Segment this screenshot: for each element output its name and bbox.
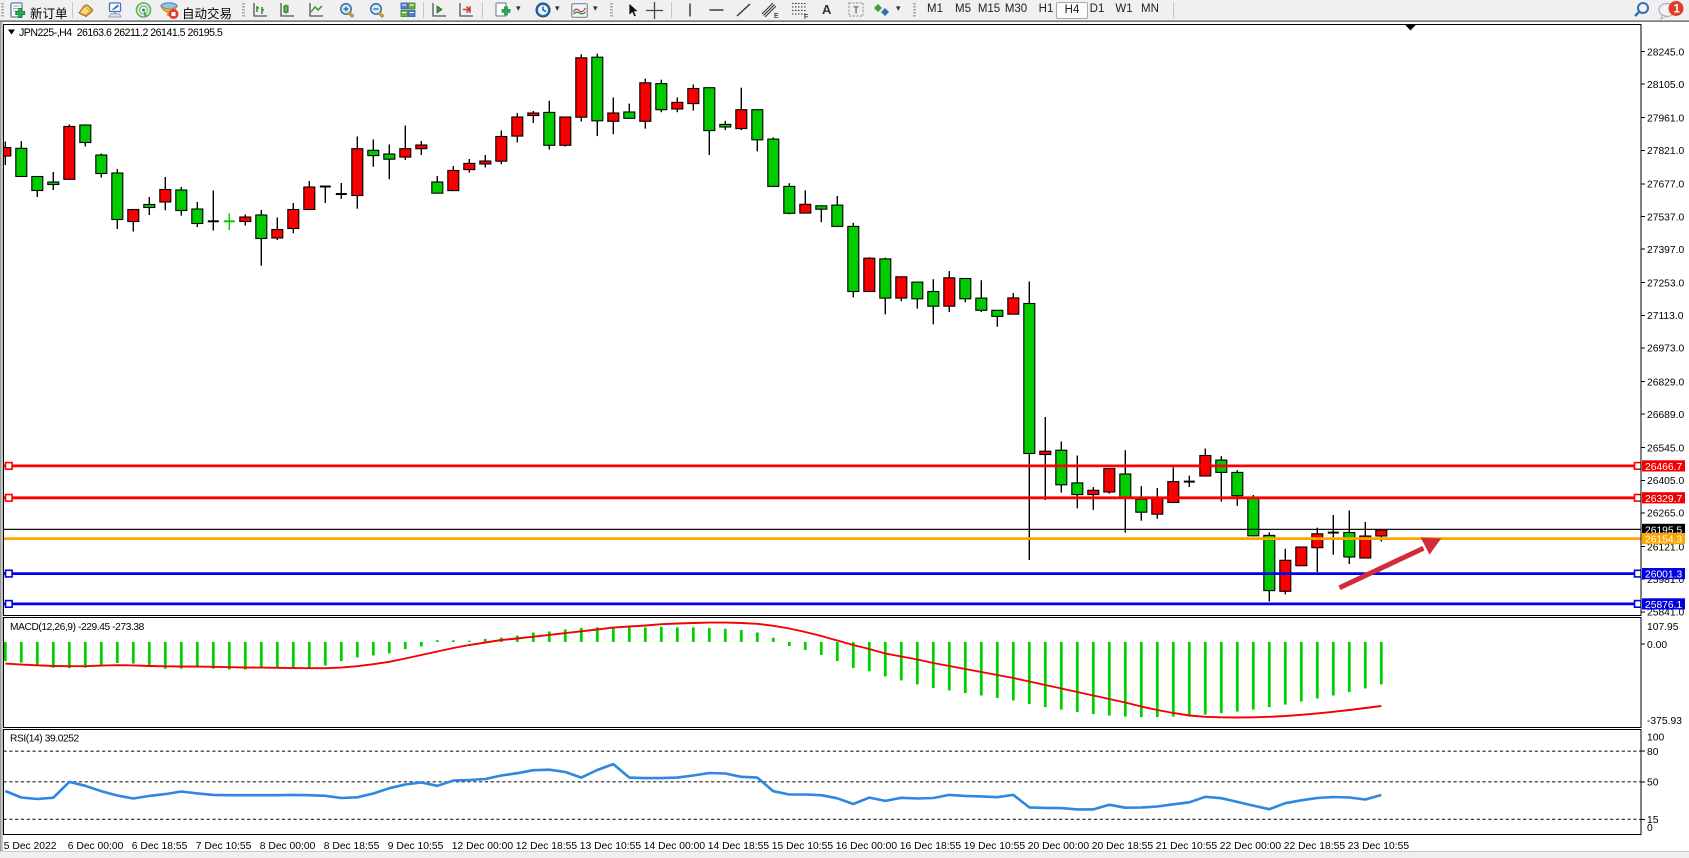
svg-text:80: 80 xyxy=(1647,747,1659,758)
svg-text:12 Dec 00:00: 12 Dec 00:00 xyxy=(452,841,514,852)
svg-text:25981.0: 25981.0 xyxy=(1647,575,1684,586)
svg-text:23 Dec 10:55: 23 Dec 10:55 xyxy=(1348,841,1410,852)
svg-text:50: 50 xyxy=(1647,778,1659,789)
svg-text:0: 0 xyxy=(1647,823,1653,834)
svg-text:0.00: 0.00 xyxy=(1647,640,1667,651)
svg-text:E: E xyxy=(774,13,779,19)
svg-text:19 Dec 10:55: 19 Dec 10:55 xyxy=(964,841,1026,852)
svg-text:22 Dec 18:55: 22 Dec 18:55 xyxy=(1284,841,1346,852)
svg-text:25876.1: 25876.1 xyxy=(1645,600,1682,611)
svg-text:28245.0: 28245.0 xyxy=(1647,47,1684,58)
svg-text:15 Dec 10:55: 15 Dec 10:55 xyxy=(772,841,834,852)
svg-text:22 Dec 00:00: 22 Dec 00:00 xyxy=(1220,841,1282,852)
svg-text:6 Dec 18:55: 6 Dec 18:55 xyxy=(132,841,188,852)
svg-text:6 Dec 00:00: 6 Dec 00:00 xyxy=(68,841,124,852)
svg-text:100: 100 xyxy=(1647,733,1664,744)
svg-text:27677.0: 27677.0 xyxy=(1647,180,1684,191)
svg-text:26265.0: 26265.0 xyxy=(1647,509,1684,520)
svg-text:JPN225-,H4 26163.6 26211.2 26: JPN225-,H4 26163.6 26211.2 26141.5 26195… xyxy=(19,27,223,39)
svg-text:T: T xyxy=(853,6,859,17)
svg-text:20 Dec 18:55: 20 Dec 18:55 xyxy=(1092,841,1154,852)
svg-text:F: F xyxy=(804,14,808,20)
svg-text:27113.0: 27113.0 xyxy=(1647,311,1684,322)
svg-text:7 Dec 10:55: 7 Dec 10:55 xyxy=(196,841,252,852)
svg-text:26829.0: 26829.0 xyxy=(1647,377,1684,388)
svg-text:8 Dec 18:55: 8 Dec 18:55 xyxy=(324,841,380,852)
svg-text:5 Dec 2022: 5 Dec 2022 xyxy=(4,841,57,852)
svg-text:25841.0: 25841.0 xyxy=(1647,608,1684,619)
svg-text:28105.0: 28105.0 xyxy=(1647,80,1684,91)
svg-text:26973.0: 26973.0 xyxy=(1647,344,1684,355)
svg-text:9 Dec 10:55: 9 Dec 10:55 xyxy=(388,841,444,852)
svg-text:16 Dec 00:00: 16 Dec 00:00 xyxy=(836,841,898,852)
svg-text:MACD(12,26,9) -229.45 -273.38: MACD(12,26,9) -229.45 -273.38 xyxy=(10,622,145,633)
svg-text:26121.0: 26121.0 xyxy=(1647,542,1684,553)
svg-text:26001.3: 26001.3 xyxy=(1645,570,1682,581)
svg-text:26545.0: 26545.0 xyxy=(1647,444,1684,455)
svg-text:14 Dec 00:00: 14 Dec 00:00 xyxy=(644,841,706,852)
svg-text:27537.0: 27537.0 xyxy=(1647,212,1684,223)
svg-text:27821.0: 27821.0 xyxy=(1647,146,1684,157)
svg-text:14 Dec 18:55: 14 Dec 18:55 xyxy=(708,841,770,852)
svg-text:-375.93: -375.93 xyxy=(1647,716,1682,727)
svg-text:20 Dec 00:00: 20 Dec 00:00 xyxy=(1028,841,1090,852)
svg-text:13 Dec 10:55: 13 Dec 10:55 xyxy=(580,841,642,852)
svg-text:26466.7: 26466.7 xyxy=(1645,462,1682,473)
svg-text:RSI(14) 39.0252: RSI(14) 39.0252 xyxy=(10,734,79,745)
svg-text:27397.0: 27397.0 xyxy=(1647,245,1684,256)
svg-text:26329.7: 26329.7 xyxy=(1645,494,1682,505)
svg-text:27961.0: 27961.0 xyxy=(1647,114,1684,125)
svg-text:26195.5: 26195.5 xyxy=(1645,525,1682,536)
svg-text:26154.3: 26154.3 xyxy=(1645,535,1682,546)
svg-text:21 Dec 10:55: 21 Dec 10:55 xyxy=(1156,841,1218,852)
svg-text:26689.0: 26689.0 xyxy=(1647,410,1684,421)
svg-text:27253.0: 27253.0 xyxy=(1647,279,1684,290)
svg-text:15: 15 xyxy=(1647,815,1659,826)
svg-text:107.95: 107.95 xyxy=(1647,622,1679,633)
svg-text:12 Dec 18:55: 12 Dec 18:55 xyxy=(516,841,578,852)
svg-text:16 Dec 18:55: 16 Dec 18:55 xyxy=(900,841,962,852)
svg-text:26405.0: 26405.0 xyxy=(1647,476,1684,487)
svg-text:1: 1 xyxy=(1674,4,1681,16)
svg-text:8 Dec 00:00: 8 Dec 00:00 xyxy=(260,841,316,852)
